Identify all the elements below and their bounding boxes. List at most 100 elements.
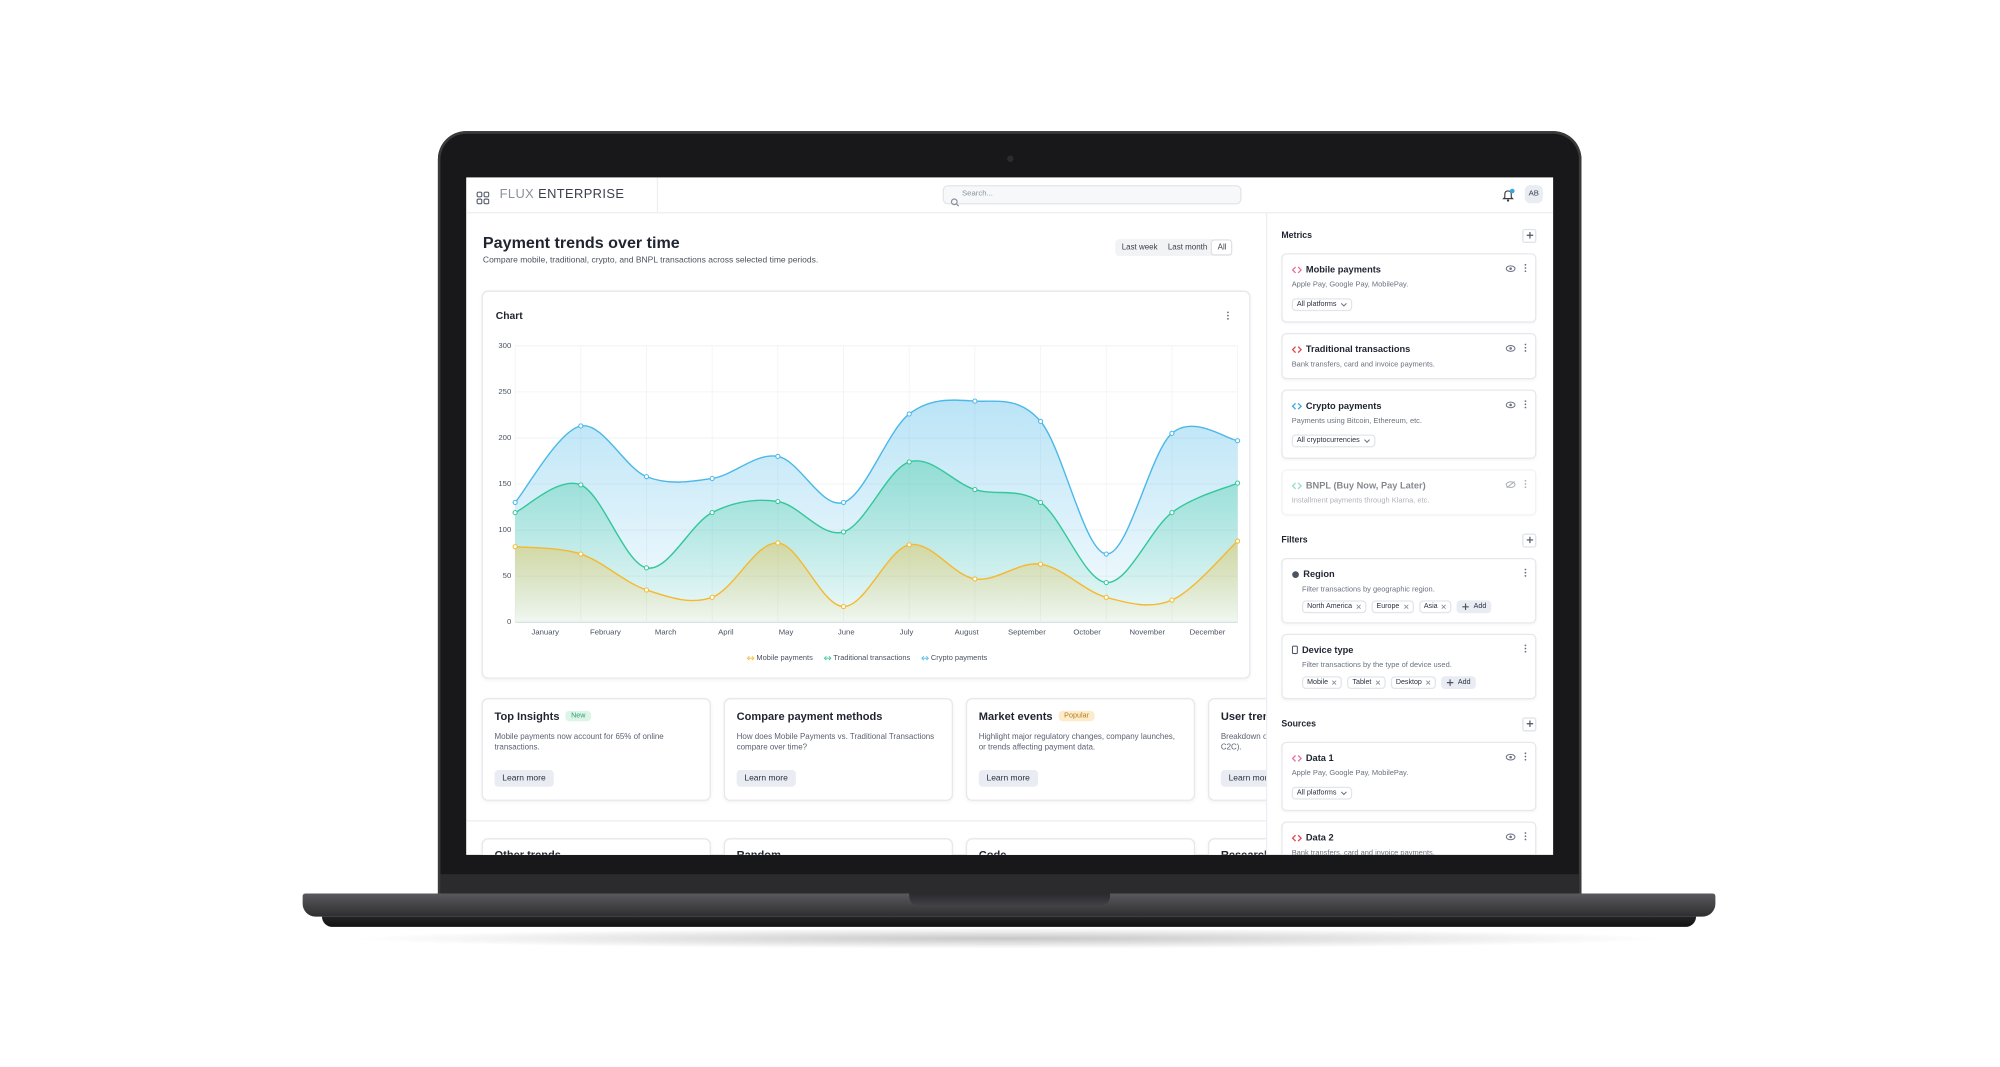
x-tick-label: March — [655, 628, 676, 637]
tag-label: North America — [1307, 602, 1353, 611]
icon-part — [1505, 480, 1516, 488]
tag-remove[interactable] — [1332, 680, 1337, 685]
card-menu[interactable] — [1524, 343, 1528, 352]
icon-part — [1441, 604, 1447, 610]
icon-part — [1509, 188, 1515, 194]
icon-part — [1509, 834, 1512, 838]
avatar[interactable]: AB — [1524, 185, 1543, 204]
add-tag-button[interactable]: Add — [1441, 676, 1476, 690]
tag-remove[interactable] — [1426, 680, 1431, 685]
visibility-toggle[interactable] — [1505, 400, 1516, 408]
icon-part — [1502, 190, 1514, 200]
legend-swatch — [751, 655, 755, 661]
tag: Tablet — [1347, 676, 1386, 690]
card-name-row: Traditional transactions — [1291, 343, 1526, 355]
icon-part — [1403, 604, 1409, 610]
sidebar-card[interactable]: Data 2 Bank transfers, card and invoice p… — [1281, 821, 1537, 855]
legend-swatch — [921, 655, 925, 661]
icon-part — [1340, 303, 1347, 307]
learn-more-button[interactable]: Learn more — [978, 770, 1038, 787]
icon-part — [1509, 266, 1512, 270]
card-description: Apple Pay, Google Pay, MobilePay. — [1291, 281, 1409, 290]
icon-part — [1297, 265, 1302, 273]
sidebar-card[interactable]: BNPL (Buy Now, Pay Later) Installment pay… — [1281, 469, 1537, 516]
icon-part — [1505, 753, 1516, 760]
icon-part — [1505, 832, 1516, 840]
card-menu[interactable] — [1524, 479, 1528, 489]
add-button[interactable] — [1522, 228, 1537, 243]
learn-more-button[interactable]: Learn more — [736, 770, 796, 787]
dropdown-label: All platforms — [1296, 300, 1337, 309]
icon-part — [1524, 479, 1527, 489]
card-menu[interactable] — [1524, 263, 1528, 273]
card-menu[interactable] — [1524, 400, 1528, 409]
data-point — [578, 423, 584, 429]
tag-remove[interactable] — [1356, 604, 1361, 610]
visibility-toggle[interactable] — [1505, 753, 1516, 761]
sidebar-card[interactable]: Crypto payments Payments using Bitcoin, E… — [1281, 389, 1537, 459]
section-title: Metrics — [1281, 230, 1313, 240]
range-selector: Last week Last month All — [1115, 239, 1233, 256]
section-title: Filters — [1281, 535, 1308, 545]
main-content: Payment trends over time Compare mobile,… — [466, 213, 1266, 855]
card-menu[interactable] — [1524, 644, 1528, 653]
card-name: Data 2 — [1305, 831, 1334, 844]
legend-item: Traditional transactions — [823, 653, 911, 662]
visibility-toggle[interactable] — [1505, 344, 1516, 352]
add-tag-button[interactable]: Add — [1456, 600, 1492, 614]
dropdown-row: All platforms — [1291, 778, 1526, 801]
data-point — [840, 499, 847, 506]
icon-part — [483, 191, 490, 198]
x-tick-label: June — [838, 628, 855, 637]
add-button[interactable] — [1522, 532, 1537, 547]
legend-label: Crypto payments — [931, 653, 988, 662]
icon-part — [1524, 263, 1527, 266]
search-box[interactable]: Search... — [942, 185, 1242, 207]
x-tick-label: September — [1008, 628, 1046, 637]
data-point — [972, 576, 978, 582]
card-menu[interactable] — [1524, 752, 1528, 761]
icon-part — [1291, 834, 1297, 841]
plus-icon — [1525, 231, 1533, 239]
visibility-toggle[interactable] — [1505, 480, 1516, 488]
icon-part — [1524, 479, 1527, 482]
learn-more-button[interactable]: Learn more — [1220, 770, 1266, 787]
range-button[interactable]: Last week — [1121, 242, 1158, 252]
card-menu[interactable] — [1524, 568, 1528, 577]
data-point — [512, 509, 518, 516]
sidebar-card[interactable]: Data 1 Apple Pay, Google Pay, MobilePay. A… — [1281, 741, 1537, 812]
icon-part — [476, 191, 483, 198]
more-card: Code — [965, 838, 1196, 855]
dropdown[interactable]: All platforms — [1291, 786, 1352, 800]
visibility-toggle[interactable] — [1505, 832, 1516, 840]
data-point — [709, 594, 715, 600]
icon-part — [1524, 406, 1527, 409]
filter-icon — [1291, 645, 1298, 655]
notification-bell[interactable] — [1500, 186, 1515, 209]
sidebar-card[interactable]: Region Filter transactions by geographic … — [1281, 557, 1537, 624]
card-menu[interactable] — [1524, 832, 1528, 841]
chart-menu — [1227, 311, 1229, 320]
icon-part — [1524, 832, 1527, 841]
visibility-toggle[interactable] — [1505, 264, 1516, 272]
tag-remove[interactable] — [1403, 604, 1409, 610]
data-point — [512, 544, 518, 550]
card-name: Data 1 — [1305, 752, 1334, 764]
sidebar-card[interactable]: Device type Filter transactions by the ty… — [1281, 633, 1537, 700]
learn-more-button[interactable]: Learn more — [494, 770, 554, 787]
dropdown[interactable]: All cryptocurrencies — [1291, 434, 1376, 448]
icon-part — [1291, 265, 1297, 273]
tag-remove[interactable] — [1375, 680, 1381, 685]
card-tools — [1505, 400, 1527, 409]
sidebar-card[interactable]: Traditional transactions Bank transfers, … — [1281, 332, 1537, 380]
range-button[interactable]: Last month — [1167, 242, 1208, 252]
tag-remove[interactable] — [1441, 604, 1447, 610]
logo-icon — [476, 188, 490, 211]
add-button[interactable] — [1522, 716, 1537, 731]
range-button-active[interactable]: All — [1212, 240, 1232, 255]
x-tick-label: July — [900, 628, 914, 637]
dropdown[interactable]: All platforms — [1291, 298, 1352, 312]
sidebar-card[interactable]: Mobile payments Apple Pay, Google Pay, Mo… — [1281, 253, 1537, 323]
y-tick-label: 300 — [498, 341, 511, 350]
